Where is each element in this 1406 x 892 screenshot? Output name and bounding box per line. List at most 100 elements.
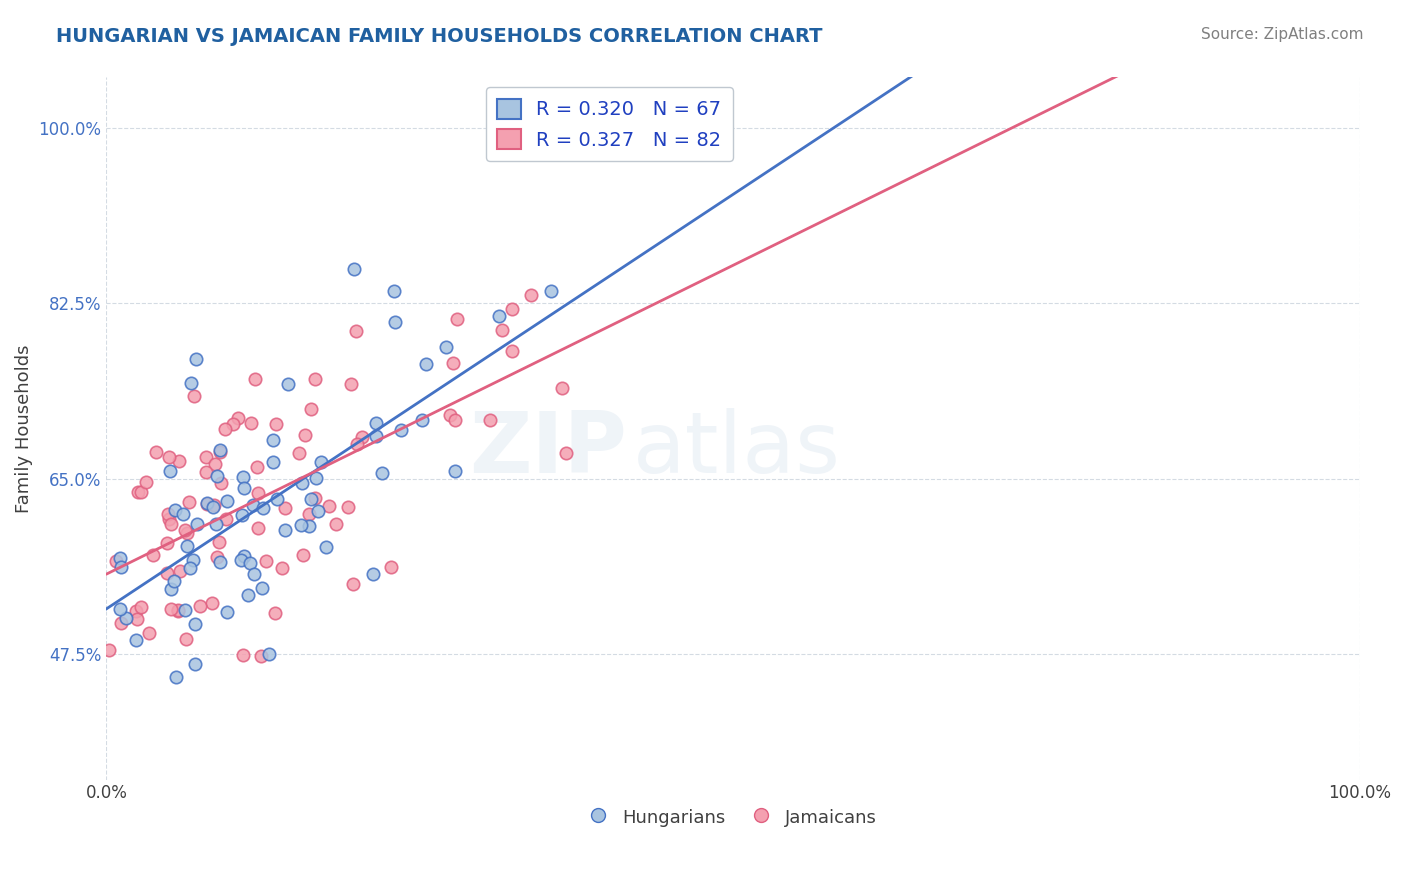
- Point: [247, 486, 270, 500]
- Point: [125, 633, 148, 648]
- Point: [215, 512, 238, 526]
- Point: [342, 262, 364, 277]
- Point: [127, 484, 149, 499]
- Y-axis label: Family Households: Family Households: [15, 344, 32, 513]
- Point: [159, 582, 181, 596]
- Point: [325, 517, 347, 532]
- Point: [336, 500, 359, 514]
- Point: [551, 381, 574, 395]
- Point: [179, 561, 201, 575]
- Point: [184, 616, 207, 631]
- Point: [125, 612, 148, 626]
- Point: [297, 508, 319, 522]
- Point: [173, 603, 195, 617]
- Point: [211, 475, 233, 490]
- Point: [214, 421, 236, 435]
- Point: [222, 417, 245, 432]
- Point: [291, 549, 314, 563]
- Point: [274, 501, 297, 516]
- Point: [488, 309, 510, 323]
- Point: [157, 450, 180, 464]
- Point: [174, 632, 197, 647]
- Point: [274, 524, 297, 538]
- Point: [197, 497, 219, 511]
- Point: [294, 428, 316, 442]
- Point: [174, 523, 197, 537]
- Point: [415, 357, 437, 371]
- Point: [125, 604, 148, 618]
- Point: [159, 464, 181, 478]
- Point: [115, 611, 138, 625]
- Point: [188, 599, 211, 613]
- Point: [228, 411, 250, 425]
- Point: [202, 498, 225, 512]
- Point: [129, 484, 152, 499]
- Point: [384, 315, 406, 329]
- Point: [262, 454, 284, 468]
- Point: [104, 554, 127, 568]
- Point: [299, 402, 322, 417]
- Point: [443, 413, 465, 427]
- Point: [156, 566, 179, 580]
- Point: [240, 416, 263, 430]
- Point: [232, 648, 254, 662]
- Point: [194, 466, 217, 480]
- Point: [108, 550, 131, 565]
- Point: [232, 549, 254, 563]
- Point: [291, 476, 314, 491]
- Point: [290, 517, 312, 532]
- Point: [243, 372, 266, 386]
- Point: [165, 503, 187, 517]
- Point: [186, 516, 208, 531]
- Point: [250, 581, 273, 595]
- Point: [344, 324, 367, 338]
- Text: atlas: atlas: [633, 409, 841, 491]
- Point: [97, 643, 120, 657]
- Point: [315, 541, 337, 555]
- Point: [229, 553, 252, 567]
- Point: [266, 491, 288, 506]
- Point: [380, 560, 402, 574]
- Point: [184, 657, 207, 672]
- Point: [307, 504, 329, 518]
- Point: [491, 323, 513, 337]
- Point: [138, 626, 160, 640]
- Point: [246, 521, 269, 535]
- Point: [110, 615, 132, 630]
- Point: [242, 566, 264, 581]
- Point: [501, 301, 523, 316]
- Point: [271, 561, 294, 575]
- Point: [202, 500, 225, 514]
- Point: [157, 512, 180, 526]
- Point: [444, 464, 467, 478]
- Point: [156, 507, 179, 521]
- Point: [142, 548, 165, 562]
- Point: [167, 604, 190, 618]
- Point: [186, 352, 208, 367]
- Point: [145, 445, 167, 459]
- Point: [110, 560, 132, 574]
- Point: [108, 602, 131, 616]
- Point: [231, 508, 253, 523]
- Point: [257, 647, 280, 661]
- Point: [298, 519, 321, 533]
- Point: [364, 429, 387, 443]
- Point: [366, 416, 388, 430]
- Point: [264, 417, 287, 431]
- Point: [446, 312, 468, 326]
- Text: HUNGARIAN VS JAMAICAN FAMILY HOUSEHOLDS CORRELATION CHART: HUNGARIAN VS JAMAICAN FAMILY HOUSEHOLDS …: [56, 27, 823, 45]
- Point: [205, 550, 228, 565]
- Point: [277, 377, 299, 392]
- Point: [339, 376, 361, 391]
- Point: [411, 413, 433, 427]
- Point: [129, 599, 152, 614]
- Point: [176, 539, 198, 553]
- Point: [434, 340, 457, 354]
- Point: [194, 450, 217, 465]
- Text: ZIP: ZIP: [468, 409, 627, 491]
- Point: [169, 564, 191, 578]
- Point: [180, 376, 202, 390]
- Point: [160, 601, 183, 615]
- Point: [389, 423, 412, 437]
- Point: [370, 466, 392, 480]
